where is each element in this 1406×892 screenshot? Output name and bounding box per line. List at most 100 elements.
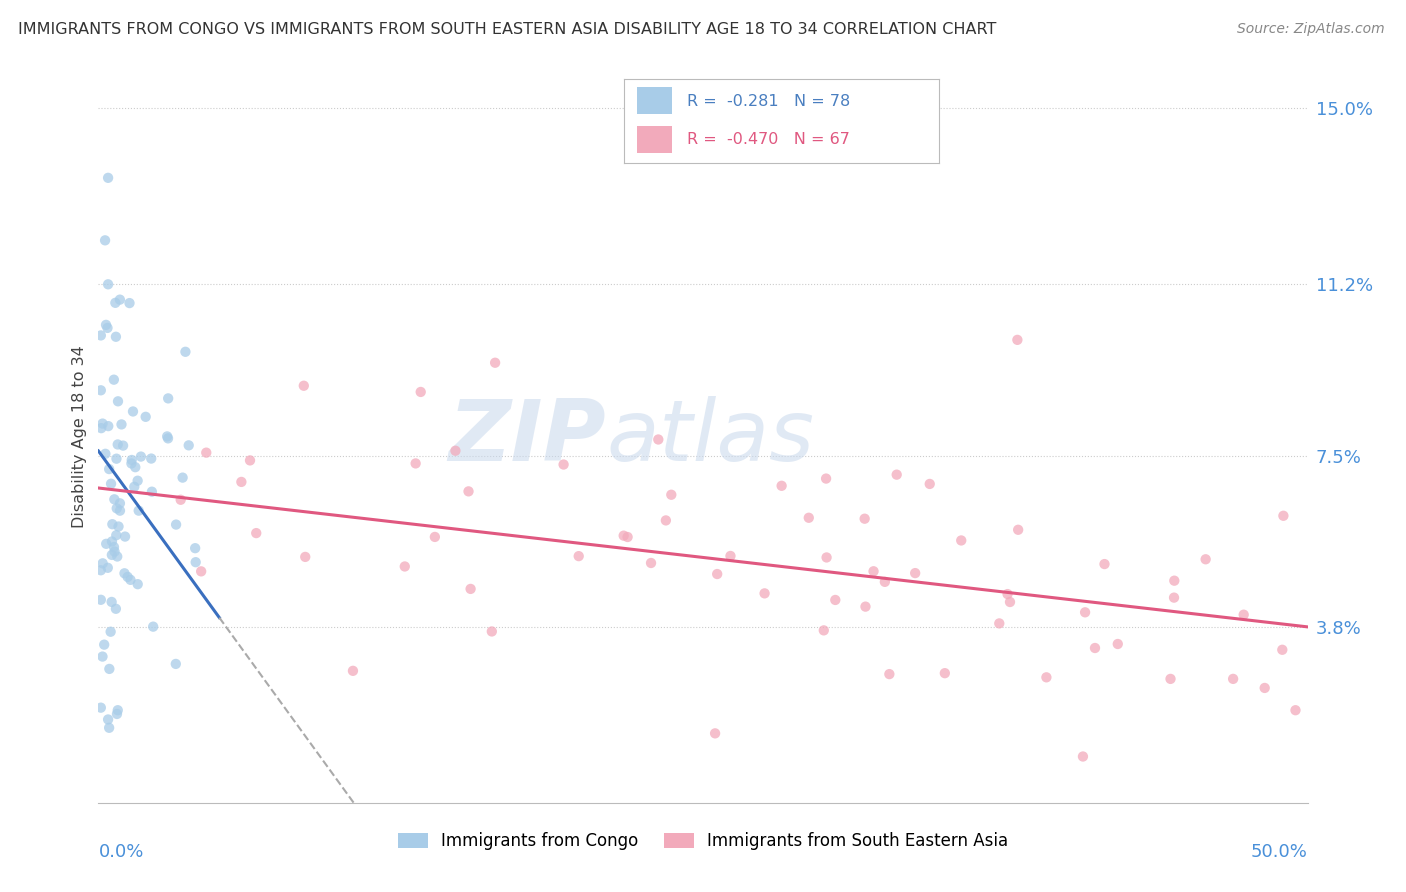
Point [105,706,128,721]
Point [121,453,143,467]
Point [988,616,1011,631]
Point [108,503,131,517]
Point [104,330,127,344]
Point [409,384,432,399]
Point [294,549,316,564]
Point [105,501,128,516]
Point [405,457,427,471]
Point [117,570,139,584]
Point [1271,642,1294,657]
Point [103,492,125,507]
Text: Source: ZipAtlas.com: Source: ZipAtlas.com [1237,22,1385,37]
Point [918,477,941,491]
Point [904,566,927,580]
Point [813,624,835,638]
Point [97,170,120,185]
Point [157,431,180,445]
Point [135,409,157,424]
Point [616,530,638,544]
Point [815,472,838,486]
Point [1094,557,1116,571]
Point [659,488,682,502]
Point [855,599,877,614]
Point [90,328,112,343]
Point [245,526,267,541]
Point [101,548,124,562]
Text: 50.0%: 50.0% [1251,843,1308,861]
Point [484,356,506,370]
Point [100,624,122,639]
Text: 0.0%: 0.0% [98,843,143,861]
Point [107,519,129,533]
Point [342,664,364,678]
Point [156,429,179,443]
Point [184,555,207,569]
Text: IMMIGRANTS FROM CONGO VS IMMIGRANTS FROM SOUTH EASTERN ASIA DISABILITY AGE 18 TO: IMMIGRANTS FROM CONGO VS IMMIGRANTS FROM… [18,22,997,37]
Point [1272,508,1295,523]
Point [1007,523,1029,537]
Point [879,667,901,681]
Point [720,549,742,563]
Point [97,277,120,292]
Point [127,577,149,591]
Point [1160,672,1182,686]
Point [107,703,129,717]
Point [165,657,187,671]
Point [91,649,114,664]
Point [184,541,207,556]
Point [94,233,117,247]
Point [104,295,127,310]
Point [128,503,150,517]
Point [97,713,120,727]
Point [1195,552,1218,566]
Point [170,492,193,507]
Point [124,460,146,475]
Point [190,565,212,579]
Point [97,419,120,434]
Point [195,445,218,459]
Text: ZIP: ZIP [449,395,606,479]
Point [101,517,124,532]
Point [1163,574,1185,588]
Point [122,404,145,418]
Point [934,666,956,681]
Point [997,587,1019,601]
Point [101,534,124,549]
Point [107,437,129,451]
Point [704,726,727,740]
Point [824,593,846,607]
Point [174,344,197,359]
Point [91,557,114,571]
Point [1254,681,1277,695]
Point [568,549,591,563]
Point [1035,670,1057,684]
Point [90,384,112,398]
Point [177,438,200,452]
Point [141,484,163,499]
Point [141,451,163,466]
Point [97,561,120,575]
Point [103,544,125,558]
Point [1071,749,1094,764]
Point [481,624,503,639]
Point [114,530,136,544]
Point [815,550,838,565]
Point [157,392,180,406]
Point [853,512,876,526]
Point [90,700,112,714]
Point [120,573,142,587]
Point [107,394,129,409]
Point [1107,637,1129,651]
Point [231,475,253,489]
Point [553,458,575,472]
Point [423,530,446,544]
Point [239,453,262,467]
Point [93,638,115,652]
Point [172,470,194,484]
Point [100,595,122,609]
Point [108,293,131,307]
Point [90,592,112,607]
Point [292,378,315,392]
Point [98,721,121,735]
Point [1284,703,1306,717]
